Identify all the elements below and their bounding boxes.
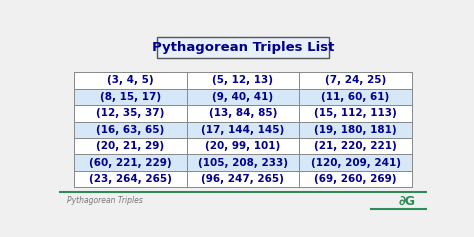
- Text: (19, 180, 181): (19, 180, 181): [314, 125, 397, 135]
- Text: (60, 221, 229): (60, 221, 229): [89, 158, 172, 168]
- Bar: [187, 154, 299, 171]
- Bar: [74, 138, 187, 154]
- Bar: [299, 72, 412, 89]
- Bar: [187, 171, 299, 187]
- Bar: [299, 171, 412, 187]
- Text: ∂G: ∂G: [399, 194, 416, 207]
- Text: (96, 247, 265): (96, 247, 265): [201, 174, 284, 184]
- FancyBboxPatch shape: [156, 37, 329, 58]
- Text: (120, 209, 241): (120, 209, 241): [310, 158, 401, 168]
- Bar: [187, 122, 299, 138]
- Text: (23, 264, 265): (23, 264, 265): [89, 174, 172, 184]
- Bar: [299, 154, 412, 171]
- Bar: [187, 89, 299, 105]
- Text: (13, 84, 85): (13, 84, 85): [209, 108, 277, 118]
- Text: (17, 144, 145): (17, 144, 145): [201, 125, 284, 135]
- Bar: [74, 72, 187, 89]
- Bar: [74, 171, 187, 187]
- Text: (20, 99, 101): (20, 99, 101): [205, 141, 281, 151]
- Text: (3, 4, 5): (3, 4, 5): [107, 75, 154, 86]
- Bar: [187, 105, 299, 122]
- Bar: [299, 138, 412, 154]
- Text: (105, 208, 233): (105, 208, 233): [198, 158, 288, 168]
- Bar: [187, 138, 299, 154]
- Bar: [74, 72, 412, 187]
- Text: (16, 63, 65): (16, 63, 65): [96, 125, 164, 135]
- Text: Pythagorean Triples: Pythagorean Triples: [66, 196, 143, 205]
- Bar: [74, 105, 187, 122]
- Bar: [299, 105, 412, 122]
- Text: (7, 24, 25): (7, 24, 25): [325, 75, 386, 86]
- Bar: [74, 122, 187, 138]
- Text: (69, 260, 269): (69, 260, 269): [314, 174, 397, 184]
- Text: (11, 60, 61): (11, 60, 61): [321, 92, 390, 102]
- Text: (15, 112, 113): (15, 112, 113): [314, 108, 397, 118]
- Text: (21, 220, 221): (21, 220, 221): [314, 141, 397, 151]
- Text: (12, 35, 37): (12, 35, 37): [96, 108, 164, 118]
- Bar: [299, 89, 412, 105]
- Bar: [74, 89, 187, 105]
- Bar: [299, 122, 412, 138]
- Text: (8, 15, 17): (8, 15, 17): [100, 92, 161, 102]
- Text: Pythagorean Triples List: Pythagorean Triples List: [152, 41, 334, 54]
- Bar: [74, 154, 187, 171]
- Text: (9, 40, 41): (9, 40, 41): [212, 92, 273, 102]
- Bar: [187, 72, 299, 89]
- Text: (5, 12, 13): (5, 12, 13): [212, 75, 273, 86]
- Text: (20, 21, 29): (20, 21, 29): [96, 141, 164, 151]
